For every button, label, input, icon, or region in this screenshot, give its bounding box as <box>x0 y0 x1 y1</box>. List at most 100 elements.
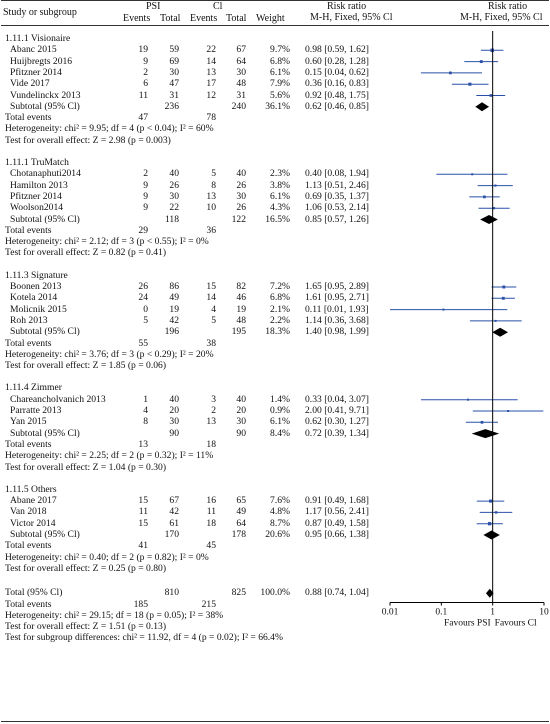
study-weight: 8.7% <box>270 517 290 529</box>
table-row: Chareancholvanich 2013 1 40 3 40 1.4% 0.33 [0.… <box>0 394 550 405</box>
psi-total: 31 <box>169 89 179 101</box>
cl-events: 13 <box>206 66 216 78</box>
psi-events: 15 <box>138 517 148 529</box>
table-row: Victor 2014 15 61 18 64 8.7% 0.87 [0.49, 1.58] <box>0 518 550 529</box>
overall-effect-row: Test for overall effect: Z = 0.82 (p = 0… <box>0 247 550 258</box>
cl-total-header: Total <box>226 13 247 24</box>
study-name: Roh 2013 <box>10 314 48 326</box>
cl-total: 67 <box>236 44 246 56</box>
heterogeneity-row: Heterogeneity: chi² = 2.12; df = 3 (p < … <box>0 236 550 247</box>
grand-total-label: Total (95% Cl) <box>5 587 63 599</box>
risk-ratio-ci: 1.65 [0.95, 2.89] <box>305 281 369 292</box>
x-tick-label: 0.01 <box>382 608 399 618</box>
psi-total: 59 <box>169 44 179 56</box>
total-events-label: Total events <box>5 112 52 124</box>
table-row: Molicnik 2015 0 19 4 19 2.1% 0.11 [0.01, 1.93] <box>0 304 550 315</box>
subgroup-title: 1.11.1 Visionaire <box>5 33 71 44</box>
study-weight: 1.4% <box>270 393 290 405</box>
cl-total: 82 <box>236 281 246 292</box>
heterogeneity-text: Heterogeneity: chi² = 3.76; df = 3 (p < … <box>5 348 214 360</box>
cl-total: 40 <box>236 168 246 180</box>
study-name: Woolson2014 <box>10 202 64 214</box>
subtotal-weight: 36.1% <box>265 100 290 112</box>
cl-events: 14 <box>206 292 216 304</box>
table-row: Roh 2013 5 42 5 48 2.2% 1.14 [0.36, 3.68] <box>0 315 550 326</box>
subtotal-risk-ratio: 0.85 [0.57, 1.26] <box>305 213 369 225</box>
subtotal-risk-ratio: 1.40 [0.98, 1.99] <box>305 326 369 338</box>
cl-events: 8 <box>211 179 216 191</box>
risk-ratio-ci: 1.06 [0.53, 2.14] <box>305 202 369 214</box>
psi-events: 2 <box>143 168 148 180</box>
study-name: Chotanaphuti2014 <box>10 168 81 180</box>
psi-events: 9 <box>143 55 148 67</box>
total-events-label: Total events <box>5 337 52 349</box>
risk-ratio-ci: 2.00 [0.41, 9.71] <box>305 405 369 416</box>
risk-ratio-ci: 0.91 [0.49, 1.68] <box>305 495 369 507</box>
cl-events: 4 <box>211 303 216 315</box>
subgroup-title-row: 1.11.1 Visionaire <box>0 33 550 44</box>
total-events-row: Total events 41 45 <box>0 540 550 551</box>
table-row: Yan 2015 8 30 13 30 6.1% 0.62 [0.30, 1.27] <box>0 416 550 427</box>
risk-ratio-ci: 0.40 [0.08, 1.94] <box>305 168 369 180</box>
heterogeneity-row: Heterogeneity: chi² = 2.25; df = 2 (p = … <box>0 450 550 461</box>
subgroup-differences-text: Test for subgroup differences: chi² = 11… <box>5 632 283 644</box>
study-point <box>483 195 486 199</box>
subgroup-title: 1.11.1 TruMatch <box>5 157 69 168</box>
total-events-label: Total events <box>5 438 52 450</box>
psi-events: 11 <box>138 506 148 518</box>
psi-events: 6 <box>143 78 148 90</box>
cl-events: 13 <box>206 416 216 428</box>
cl-total: 40 <box>236 393 246 405</box>
study-weight: 6.8% <box>270 292 290 304</box>
cl-total: 178 <box>231 529 246 540</box>
study-header: Study or subgroup <box>3 7 77 18</box>
cl-events: 10 <box>206 202 216 214</box>
overall-effect-row: Test for overall effect: Z = 2.98 (p = 0… <box>0 135 550 146</box>
subgroup-title-row: 1.11.3 Signature <box>0 270 550 281</box>
cl-events: 14 <box>206 55 216 67</box>
cl-total: 19 <box>236 303 246 315</box>
subtotal-label: Subtotal (95% Cl) <box>10 100 80 112</box>
subtotal-label: Subtotal (95% Cl) <box>10 529 80 540</box>
grand-total-events-row: Total events 185 215 <box>0 599 550 610</box>
cl-total: 30 <box>236 416 246 428</box>
study-weight: 7.6% <box>270 495 290 507</box>
study-name: Chareancholvanich 2013 <box>10 393 106 405</box>
study-weight: 6.8% <box>270 55 290 67</box>
psi-total-events: 29 <box>138 224 148 236</box>
risk-ratio-ci: 0.92 [0.48, 1.75] <box>305 89 369 101</box>
cl-events: 22 <box>206 44 216 56</box>
psi-total: 42 <box>169 506 179 518</box>
study-name: Abane 2017 <box>10 495 57 507</box>
cl-total: 30 <box>236 190 246 202</box>
subtotal-label: Subtotal (95% Cl) <box>10 213 80 225</box>
table-row: Abanc 2015 19 59 22 67 9.7% 0.98 [0.59, 1.62] <box>0 44 550 55</box>
psi-events: 8 <box>143 416 148 428</box>
study-point <box>487 522 492 526</box>
table-row: Kotela 2014 24 49 14 46 6.8% 1.61 [0.95, 2.71] <box>0 292 550 303</box>
study-name: Kotela 2014 <box>10 292 58 304</box>
plot-title: Risk ratio <box>488 1 528 12</box>
subtotal-weight: 18.3% <box>265 326 290 338</box>
table-row: Pfitzner 2014 9 30 13 30 6.1% 0.69 [0.35, 1.37… <box>0 191 550 202</box>
risk-ratio-ci: 0.15 [0.04, 0.62] <box>305 66 369 78</box>
psi-total: 40 <box>169 393 179 405</box>
grand-total-risk-ratio: 0.88 [0.74, 1.04] <box>305 587 369 599</box>
overall-effect-row: Test for overall effect: Z = 0.25 (p = 0… <box>0 563 550 574</box>
total-events-label: Total events <box>5 540 52 552</box>
risk-ratio-ci: 0.69 [0.35, 1.37] <box>305 190 369 202</box>
cl-total: 49 <box>236 506 246 518</box>
psi-total: 30 <box>169 190 179 202</box>
cl-events: 18 <box>206 517 216 529</box>
study-weight: 5.6% <box>270 89 290 101</box>
cl-total: 64 <box>236 517 246 529</box>
subgroup-title-row: 1.11.4 Zimmer <box>0 382 550 393</box>
subgroup-title-row: 1.11.1 TruMatch <box>0 157 550 168</box>
study-weight: 0.9% <box>270 405 290 416</box>
cl-events: 17 <box>206 78 216 90</box>
psi-total-events: 47 <box>138 112 148 124</box>
cl-total: 26 <box>236 179 246 191</box>
cl-total: 64 <box>236 55 246 67</box>
subtotal-risk-ratio: 0.62 [0.46, 0.85] <box>305 100 369 112</box>
study-weight: 2.3% <box>270 168 290 180</box>
